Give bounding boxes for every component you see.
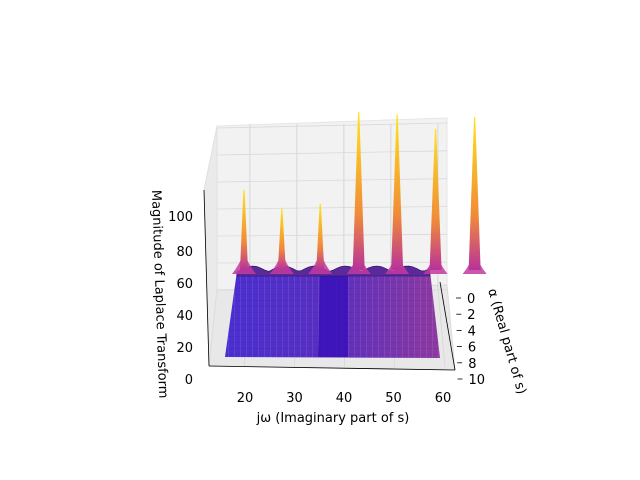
peak-0 [240,189,248,270]
peak-2 [316,203,325,270]
x-axis-label: jω (Imaginary part of s) [256,411,410,426]
grid-line-z-6 [216,122,448,129]
grid-line-z-5 [216,150,448,156]
x-tick-label: 50 [385,391,402,406]
z-tick-label: 100 [168,210,193,225]
y-tick-label: 0 [467,292,475,307]
x-tick-label: 30 [286,391,303,406]
x-tick-label: 60 [435,391,452,406]
y-tick-label: 4 [468,324,476,339]
z-axis-line [203,189,210,367]
z-axis-label: Magnitude of Laplace Transform [148,190,170,399]
floor-grid-x-4 [437,287,446,368]
grid-line-z-4 [216,178,448,183]
y-axis-label: α (Real part of s) [484,287,529,396]
y-tick-label: 8 [468,357,476,372]
y-tick-label: 10 [469,373,486,388]
y-tick-label: 6 [468,341,476,356]
y-axis-line [439,281,456,371]
y-tick-label: 2 [467,308,475,323]
surface-plot [225,112,487,358]
z-tick-label: 20 [176,341,193,356]
grid-line-z-1 [216,261,448,264]
peak-4 [391,114,404,270]
grid-line-z-2 [216,233,448,237]
peak-1 [277,208,286,270]
back-pane [216,117,448,291]
z-tick-label: 40 [176,309,193,324]
z-tick-label: 80 [176,245,193,260]
peak-6 [468,116,481,271]
x-tick-label: 40 [336,391,353,406]
grid-line-z-3 [216,206,448,210]
z-tick-label: 60 [176,277,193,292]
peak-5 [429,128,442,270]
x-tick-label: 20 [237,391,254,406]
x-axis-line [208,365,456,371]
z-tick-label: 0 [185,373,193,388]
peak-3 [352,112,365,270]
surface-dark-band [318,271,348,357]
